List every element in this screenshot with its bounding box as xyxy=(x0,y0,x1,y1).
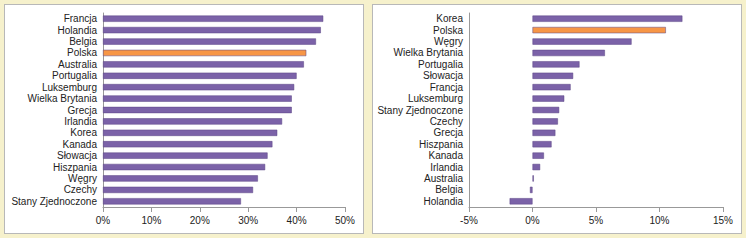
svg-text:40%: 40% xyxy=(287,215,307,226)
svg-text:Węgry: Węgry xyxy=(68,173,97,184)
svg-text:0%: 0% xyxy=(96,215,111,226)
svg-text:Australia: Australia xyxy=(58,59,97,70)
svg-text:Francja: Francja xyxy=(430,82,464,93)
svg-text:Portugalia: Portugalia xyxy=(418,59,463,70)
svg-text:Kanada: Kanada xyxy=(429,150,464,161)
svg-text:Korea: Korea xyxy=(70,127,97,138)
svg-text:Portugalia: Portugalia xyxy=(52,70,97,81)
svg-text:20%: 20% xyxy=(190,215,210,226)
svg-text:Wielka Brytania: Wielka Brytania xyxy=(394,47,464,58)
svg-text:10%: 10% xyxy=(649,215,669,226)
svg-text:Australia: Australia xyxy=(424,173,463,184)
svg-text:10%: 10% xyxy=(141,215,161,226)
svg-text:30%: 30% xyxy=(238,215,258,226)
svg-text:-5%: -5% xyxy=(460,215,478,226)
svg-text:Grecja: Grecja xyxy=(68,105,98,116)
svg-text:Holandia: Holandia xyxy=(424,196,464,207)
svg-text:Irlandia: Irlandia xyxy=(64,116,97,127)
svg-text:Polska: Polska xyxy=(67,47,97,58)
svg-text:Holandia: Holandia xyxy=(58,25,98,36)
svg-text:Luksemburg: Luksemburg xyxy=(408,93,463,104)
svg-text:Hiszpania: Hiszpania xyxy=(53,162,97,173)
svg-text:50%: 50% xyxy=(335,215,355,226)
svg-text:5%: 5% xyxy=(589,215,604,226)
svg-text:Belgia: Belgia xyxy=(435,184,463,195)
svg-text:Polska: Polska xyxy=(433,25,463,36)
svg-text:Belgia: Belgia xyxy=(69,36,97,47)
svg-text:Irlandia: Irlandia xyxy=(430,162,463,173)
svg-text:Stany Zjednoczone: Stany Zjednoczone xyxy=(377,105,463,116)
svg-text:15%: 15% xyxy=(713,215,733,226)
svg-text:Grecja: Grecja xyxy=(434,127,464,138)
svg-text:Słowacja: Słowacja xyxy=(423,70,463,81)
svg-text:0%: 0% xyxy=(525,215,540,226)
svg-text:Stany Zjednoczone: Stany Zjednoczone xyxy=(11,196,97,207)
svg-text:Hiszpania: Hiszpania xyxy=(419,139,463,150)
svg-text:Korea: Korea xyxy=(436,13,463,24)
svg-text:Kanada: Kanada xyxy=(63,139,98,150)
svg-text:Luksemburg: Luksemburg xyxy=(42,82,97,93)
svg-text:Czechy: Czechy xyxy=(64,184,97,195)
svg-text:Francja: Francja xyxy=(64,13,98,24)
svg-text:Wielka Brytania: Wielka Brytania xyxy=(28,93,98,104)
svg-text:Węgry: Węgry xyxy=(434,36,463,47)
svg-text:Słowacja: Słowacja xyxy=(57,150,97,161)
svg-text:Czechy: Czechy xyxy=(430,116,463,127)
